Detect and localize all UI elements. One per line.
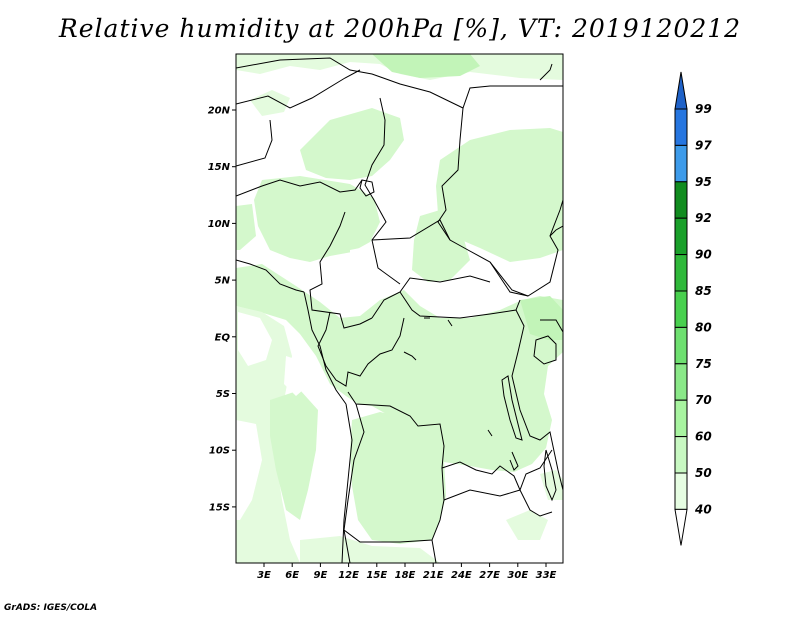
colorbar-label: 75	[695, 357, 712, 371]
border-angola	[343, 403, 445, 543]
humidity-patch	[350, 412, 446, 544]
border-cameroon	[309, 211, 373, 329]
lat-tick-label: 10N	[208, 219, 231, 230]
colorbar-label: 50	[695, 466, 712, 480]
colorbar-box	[674, 254, 688, 292]
coast-west	[303, 291, 347, 405]
humidity-patch	[254, 176, 380, 262]
colorbar-label: 95	[695, 175, 712, 189]
lake-malawi	[543, 449, 557, 502]
border-niger-chad	[236, 69, 361, 109]
border-congo	[317, 311, 405, 387]
colorbar-box	[674, 290, 688, 328]
colorbar-box	[674, 472, 688, 510]
longitude-axis: 3E 6E 9E 12E 15E 18E 21E 24E 27E 30E 33E	[257, 563, 557, 581]
colorbar: 99 97 95 92 90 85 80 75 70 60 50 40	[674, 71, 712, 546]
coast-southwest	[341, 403, 353, 563]
lon-tick-label: 33E	[536, 570, 557, 581]
colorbar-label: 92	[695, 211, 712, 225]
lon-tick-label: 3E	[257, 570, 271, 581]
lon-tick-label: 24E	[451, 570, 472, 581]
dry-patch	[238, 312, 272, 366]
coast-east	[539, 63, 563, 237]
country-borders	[236, 57, 563, 563]
lon-tick-label: 21E	[423, 570, 444, 581]
lon-tick-label: 12E	[338, 570, 359, 581]
colorbar-label: 60	[695, 430, 712, 444]
lat-tick-label: 20N	[208, 106, 231, 117]
colorbar-label: 40	[694, 502, 712, 516]
colorbar-label: 99	[695, 102, 712, 116]
dry-patch	[350, 244, 400, 286]
border-zambia	[443, 489, 553, 517]
lake-tanganyika	[501, 375, 523, 441]
humidity-patch	[436, 128, 563, 262]
lat-tick-label: 15N	[208, 162, 231, 173]
humidity-patch	[520, 296, 563, 340]
border-south-sudan	[489, 199, 563, 297]
lon-tick-label: 6E	[285, 570, 299, 581]
border-chad-west	[364, 97, 401, 285]
colorbar-box	[674, 399, 688, 438]
lon-tick-label: 9E	[314, 570, 328, 581]
colorbar-box	[674, 144, 688, 183]
colorbar-top-arrow	[674, 71, 688, 110]
humidity-patch	[270, 390, 318, 520]
colorbar-box	[674, 363, 688, 401]
lon-tick-label: 27E	[479, 570, 500, 581]
coast-gulf-guinea	[236, 259, 305, 293]
colorbar-label: 90	[695, 248, 712, 262]
lat-tick-label: 10S	[209, 446, 230, 457]
border-car	[371, 219, 491, 319]
border-namibia	[343, 529, 437, 563]
colorbar-bottom-arrow	[674, 508, 688, 546]
map-frame	[235, 53, 564, 564]
chart-title: Relative humidity at 200hPa [%], VT: 201…	[58, 14, 742, 43]
lake-victoria	[533, 335, 557, 365]
colorbar-box	[674, 217, 688, 256]
humidity-patch	[372, 54, 480, 78]
border-east-africa	[511, 309, 563, 491]
border-drc-south	[347, 391, 553, 492]
dry-patch	[284, 356, 310, 396]
colorbar-box	[674, 436, 688, 474]
lat-tick-label: 15S	[209, 502, 230, 513]
lon-tick-label: 18E	[395, 570, 416, 581]
humidity-patch	[506, 510, 548, 540]
colorbar-box	[674, 181, 688, 219]
humidity-patch	[236, 264, 563, 472]
rivers	[403, 317, 519, 471]
colorbar-box	[674, 326, 688, 365]
lat-tick-label: EQ	[215, 332, 231, 343]
latitude-axis: 20N 15N 10N 5N EQ 5S 10S 15S	[208, 106, 236, 513]
lat-tick-label: 5S	[216, 389, 230, 400]
dry-patch	[236, 420, 262, 520]
lake-chad	[359, 179, 375, 197]
lat-tick-label: 5N	[215, 276, 231, 287]
credit-label: GrADS: IGES/COLA	[4, 603, 98, 613]
humidity-field	[236, 54, 563, 563]
colorbar-box	[674, 108, 688, 146]
lon-tick-label: 30E	[507, 570, 528, 581]
humidity-patch	[300, 536, 440, 563]
humidity-patch	[236, 204, 256, 250]
border-nigeria	[236, 119, 363, 197]
humidity-patch	[250, 90, 290, 116]
colorbar-label: 97	[695, 138, 712, 152]
colorbar-label: 80	[695, 320, 712, 334]
lon-tick-label: 15E	[366, 570, 387, 581]
colorbar-label: 70	[695, 393, 712, 407]
colorbar-label: 85	[695, 284, 712, 298]
border-sudan-chad	[437, 107, 529, 297]
humidity-patch	[540, 470, 563, 500]
border-north-africa-1	[236, 57, 563, 109]
dry-patch	[438, 284, 490, 312]
humidity-patch	[300, 108, 404, 180]
